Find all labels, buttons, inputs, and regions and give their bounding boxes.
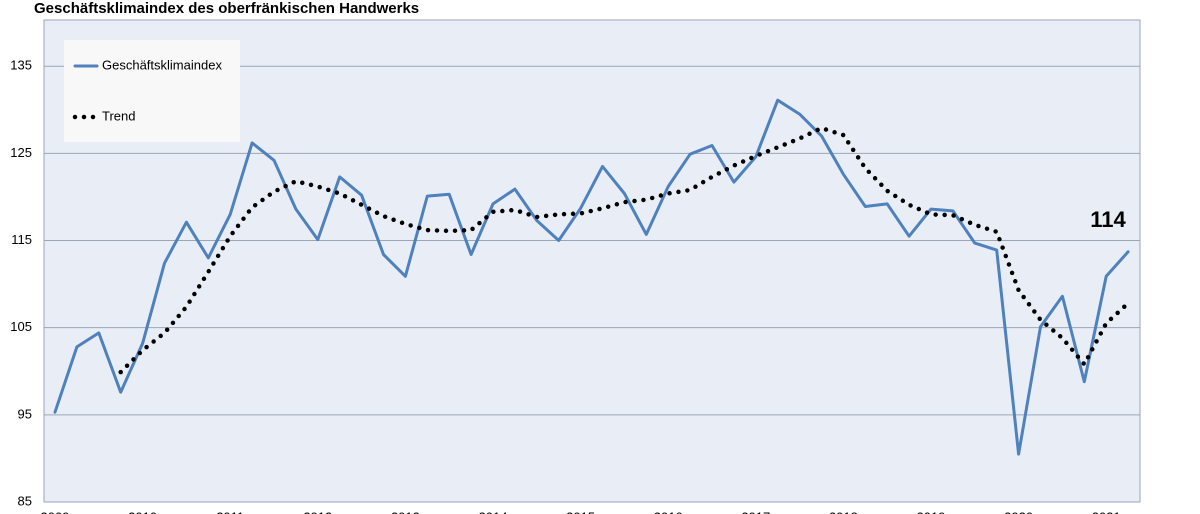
x-tick-label: 2014 [479, 509, 508, 514]
y-tick-label: 85 [18, 493, 32, 508]
x-tick-label: 2009 [41, 509, 70, 514]
series-line [53, 98, 1130, 456]
x-tick-label: 2017 [741, 509, 770, 514]
legend-label: Geschäftsklimaindex [102, 57, 222, 72]
y-tick-label: 135 [10, 58, 32, 73]
x-tick-label: 2020 [1004, 509, 1033, 514]
x-tick-label: 2018 [829, 509, 858, 514]
x-tick-label: 2012 [303, 509, 332, 514]
x-tick-label: 2016 [654, 509, 683, 514]
x-tick-label: 2019 [917, 509, 946, 514]
y-tick-label: 125 [10, 145, 32, 160]
x-tick-label: 2010 [128, 509, 157, 514]
legend [64, 40, 240, 142]
y-tick-label: 105 [10, 319, 32, 334]
y-tick-label: 115 [11, 232, 32, 247]
chart-title: Geschäftsklimaindex des oberfränkischen … [34, 0, 419, 17]
x-tick-label: 2011 [216, 509, 244, 514]
legend-label: Trend [102, 108, 135, 123]
y-tick-label: 95 [18, 406, 32, 421]
series-line [118, 125, 1131, 375]
x-tick-label: 2013 [391, 509, 420, 514]
x-tick-label: 2021 [1092, 509, 1121, 514]
x-tick-label: 2015 [566, 509, 595, 514]
annotation: 114 [1090, 207, 1126, 232]
